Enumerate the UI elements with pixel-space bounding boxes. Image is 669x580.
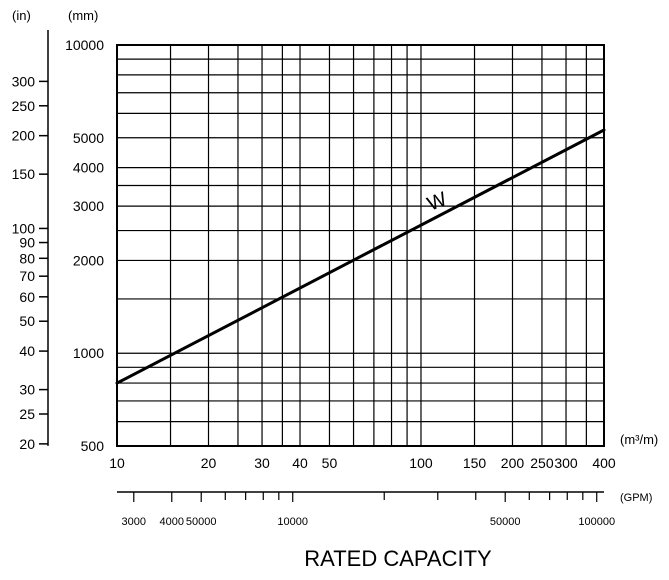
gpm-tick-label: 50000 xyxy=(186,516,217,528)
inch-tick-label: 50 xyxy=(19,313,35,329)
mm-tick-label: 5000 xyxy=(73,130,104,146)
x-tick-label: 50 xyxy=(322,455,338,471)
x-tick-label: 150 xyxy=(463,455,487,471)
inch-tick-label: 20 xyxy=(19,436,35,452)
mm-tick-label: 500 xyxy=(81,438,105,454)
mm-tick-label: 1000 xyxy=(73,345,104,361)
x-tick-label: 30 xyxy=(254,455,270,471)
inch-tick-label: 25 xyxy=(19,406,35,422)
mm-tick-label: 2000 xyxy=(73,252,104,268)
x-tick-label: 100 xyxy=(409,455,433,471)
inch-tick-label: 60 xyxy=(19,289,35,305)
inch-tick-label: 30 xyxy=(19,382,35,398)
x-tick-label: 200 xyxy=(501,455,525,471)
inch-tick-label: 100 xyxy=(12,220,36,236)
gpm-tick-label: 10000 xyxy=(277,516,308,528)
x-tick-label: 10 xyxy=(109,455,125,471)
inch-tick-label: 90 xyxy=(19,235,35,251)
gpm-tick-label: 3000 xyxy=(122,516,146,528)
inch-tick-label: 40 xyxy=(19,343,35,359)
x-tick-label: 300 xyxy=(554,455,578,471)
inch-tick-label: 200 xyxy=(12,128,36,144)
mm-tick-label: 10000 xyxy=(65,37,104,53)
x-tick-label: 400 xyxy=(592,455,616,471)
x-tick-label: 40 xyxy=(292,455,308,471)
grid-lines xyxy=(116,44,605,447)
mm-tick-label: 4000 xyxy=(73,160,104,176)
series-line-w xyxy=(115,128,606,385)
mm-tick-labels: 500 1000 2000 3000 4000 5000 10000 xyxy=(65,37,104,454)
x-tick-label: 20 xyxy=(201,455,217,471)
mm-tick-label: 3000 xyxy=(73,198,104,214)
gpm-tick-label: 50000 xyxy=(490,516,521,528)
gpm-tick-label: 4000 xyxy=(160,516,184,528)
x-unit: (m³/m) xyxy=(620,432,658,447)
inch-tick-label: 300 xyxy=(12,73,36,89)
inch-tick-label: 150 xyxy=(12,166,36,182)
gpm-unit: (GPM) xyxy=(620,492,652,504)
x-tick-label: 250 xyxy=(530,455,554,471)
inch-tick-label: 80 xyxy=(19,250,35,266)
y-unit-inch: (in) xyxy=(12,8,31,23)
chart-title: RATED CAPACITY xyxy=(304,546,492,571)
inch-tick-label: 70 xyxy=(19,268,35,284)
y-unit-mm: (mm) xyxy=(68,8,98,23)
x-tick-labels: 10 20 30 40 50 100 150 200 250 300 400 xyxy=(109,455,616,471)
plot-frame xyxy=(116,44,605,447)
gpm-axis: 3000 4000 50000 10000 50000 100000 xyxy=(117,491,615,528)
gpm-tick-label: 100000 xyxy=(578,516,615,528)
inch-tick-label: 250 xyxy=(12,98,36,114)
